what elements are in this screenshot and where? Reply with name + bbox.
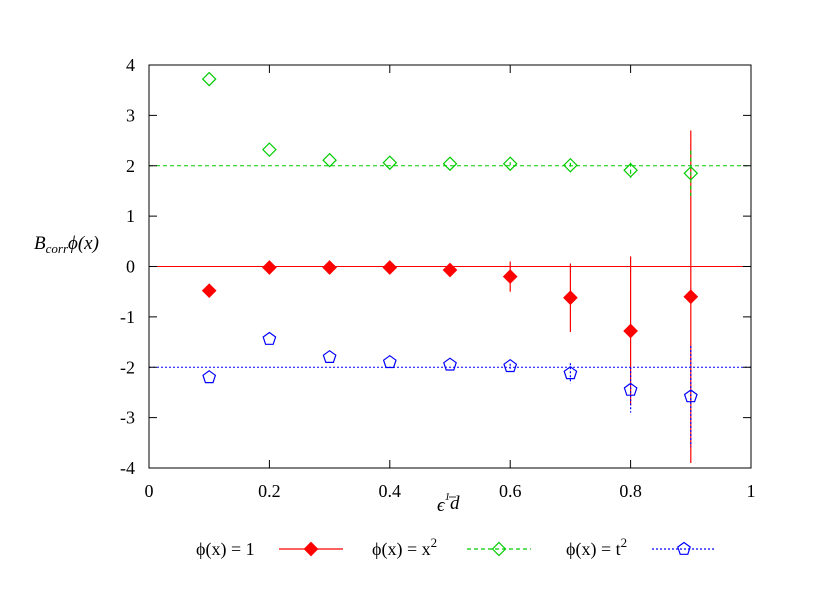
data-point-series-0 <box>262 260 277 275</box>
data-point-series-1 <box>442 156 458 172</box>
data-point-series-2 <box>202 370 217 384</box>
data-point-series-1 <box>262 142 277 157</box>
legend-swatch-marker <box>303 541 319 557</box>
legend-label: ϕ(x) = t2 <box>566 535 627 560</box>
x-tick-label: 1 <box>747 481 756 501</box>
data-point-series-1 <box>382 155 398 171</box>
data-point-series-1 <box>563 157 578 173</box>
data-point-series-0 <box>563 290 578 306</box>
x-tick-label: 0.2 <box>258 481 281 501</box>
data-point-series-2 <box>322 349 337 363</box>
y-tick-label: 2 <box>126 156 135 176</box>
data-point-series-2 <box>262 331 277 345</box>
x-tick-label: 0.4 <box>379 481 402 501</box>
data-point-series-1 <box>683 165 699 181</box>
data-point-series-2 <box>382 354 397 369</box>
data-point-series-0 <box>201 283 217 299</box>
legend-entry-1: ϕ(x) = x2 <box>372 535 531 560</box>
data-point-series-2 <box>623 382 638 396</box>
data-markers <box>201 71 699 403</box>
legend-swatch-marker <box>677 541 691 555</box>
y-tick-label: 1 <box>126 206 135 226</box>
y-tick-label: 0 <box>126 257 135 277</box>
data-point-series-0 <box>623 323 638 339</box>
x-tick-label: 0.6 <box>499 481 522 501</box>
y-tick-label: 3 <box>126 105 135 125</box>
y-tick-label: -3 <box>120 408 135 428</box>
data-point-series-0 <box>683 289 699 305</box>
y-tick-label: 4 <box>126 55 135 75</box>
data-point-series-0 <box>322 260 337 275</box>
x-axis-label-denominator: d <box>450 493 460 514</box>
data-point-series-0 <box>442 262 458 278</box>
data-point-series-1 <box>201 71 217 87</box>
y-tick-label: -1 <box>120 307 135 327</box>
y-tick-label: -2 <box>120 357 135 377</box>
data-point-series-2 <box>443 357 457 371</box>
legend-entry-2: ϕ(x) = t2 <box>566 535 716 560</box>
legend-entry-0: ϕ(x) = 1 <box>196 539 343 560</box>
y-tick-label: -4 <box>120 458 135 478</box>
y-axis-label: Bcorrϕ(x) <box>34 233 99 256</box>
data-point-series-2 <box>563 366 578 380</box>
data-point-series-1 <box>502 156 518 172</box>
axis-ticks: 0 0.2 0.4 0.6 0.8 1 4 3 2 1 0 -1 -2 -3 -4 <box>120 55 756 501</box>
legend: ϕ(x) = 1 ϕ(x) = x2 ϕ(x) = t2 <box>196 535 716 560</box>
data-point-series-2 <box>503 358 518 373</box>
data-point-series-1 <box>623 162 638 178</box>
x-tick-label: 0 <box>145 481 154 501</box>
x-axis-label: ϵ1 <box>437 491 450 516</box>
legend-label: ϕ(x) = x2 <box>372 535 437 560</box>
data-point-series-2 <box>683 389 698 403</box>
data-point-series-0 <box>382 260 398 275</box>
data-point-series-1 <box>322 152 337 168</box>
data-point-series-0 <box>502 269 518 284</box>
legend-label: ϕ(x) = 1 <box>196 539 255 560</box>
legend-swatch-marker <box>491 541 507 557</box>
x-tick-label: 0.8 <box>619 481 642 501</box>
